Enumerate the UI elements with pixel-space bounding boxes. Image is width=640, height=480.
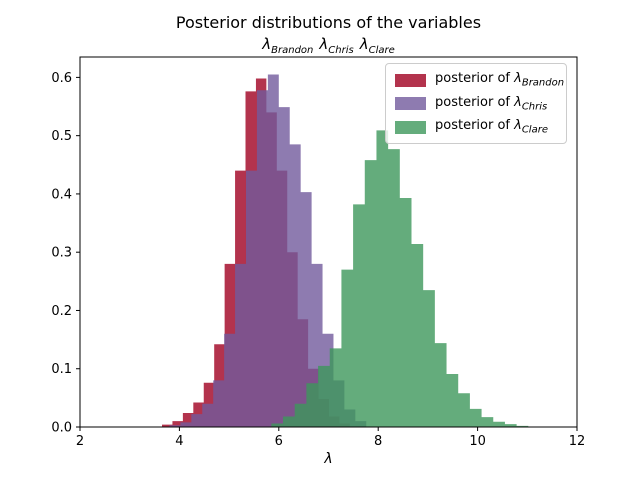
axes-spines bbox=[79, 56, 578, 428]
y-tick-label: 0.6 bbox=[51, 71, 72, 86]
x-tick-label: 2 bbox=[76, 434, 84, 449]
legend-swatch-chris bbox=[395, 97, 426, 110]
x-tick-label: 12 bbox=[569, 434, 586, 449]
x-axis-label: λ bbox=[324, 451, 333, 467]
legend-swatch-brandon bbox=[395, 73, 426, 87]
legend-label-chris: posterior of λChris bbox=[435, 95, 547, 113]
subtitle-var-chris: λChris bbox=[319, 35, 354, 56]
x-tick-label: 10 bbox=[469, 434, 486, 449]
legend-swatch-clare bbox=[395, 120, 426, 134]
x-tick-label: 4 bbox=[175, 434, 183, 449]
legend-prefix: posterior of bbox=[435, 94, 515, 110]
chart-title: Posterior distributions of the variables bbox=[175, 13, 482, 32]
legend: posterior of λBrandon posterior of λChri… bbox=[385, 63, 567, 144]
y-tick-label: 0.2 bbox=[51, 304, 72, 319]
subtitle-sub-brandon: Brandon bbox=[271, 45, 314, 56]
legend-label-clare: posterior of λClare bbox=[435, 118, 548, 136]
chart-subtitle: λBrandon λChris λClare bbox=[80, 35, 577, 56]
legend-sub-brandon: Brandon bbox=[521, 77, 565, 89]
legend-label-brandon: posterior of λBrandon bbox=[435, 71, 564, 89]
y-tick-label: 0.1 bbox=[51, 362, 72, 377]
subtitle-var-brandon: λBrandon bbox=[262, 35, 314, 56]
y-tick-label: 0.3 bbox=[51, 246, 72, 261]
subtitle-sub-chris: Chris bbox=[328, 45, 354, 56]
histogram-series-chris bbox=[169, 74, 367, 427]
lambda-symbol: λ bbox=[514, 118, 522, 134]
x-tick-label: 6 bbox=[275, 434, 283, 449]
y-tick-label: 0.0 bbox=[51, 421, 72, 436]
legend-prefix: posterior of bbox=[435, 71, 515, 87]
legend-item-chris: posterior of λChris bbox=[395, 93, 558, 115]
lambda-symbol: λ bbox=[319, 35, 329, 53]
legend-sub-chris: Chris bbox=[521, 101, 548, 113]
histogram-series-clare bbox=[271, 130, 529, 427]
subtitle-var-clare: λClare bbox=[359, 35, 395, 56]
lambda-symbol: λ bbox=[514, 71, 522, 87]
y-tick-label: 0.5 bbox=[51, 129, 72, 144]
legend-item-clare: posterior of λClare bbox=[395, 116, 558, 138]
legend-sub-clare: Clare bbox=[521, 124, 548, 136]
legend-item-brandon: posterior of λBrandon bbox=[395, 69, 564, 91]
y-tick-label: 0.4 bbox=[51, 187, 72, 202]
lambda-symbol: λ bbox=[359, 35, 369, 53]
subtitle-sub-clare: Clare bbox=[368, 45, 395, 56]
lambda-symbol: λ bbox=[262, 35, 272, 53]
legend-prefix: posterior of bbox=[435, 118, 515, 134]
x-tick-label: 8 bbox=[374, 434, 382, 449]
lambda-symbol: λ bbox=[514, 94, 522, 110]
